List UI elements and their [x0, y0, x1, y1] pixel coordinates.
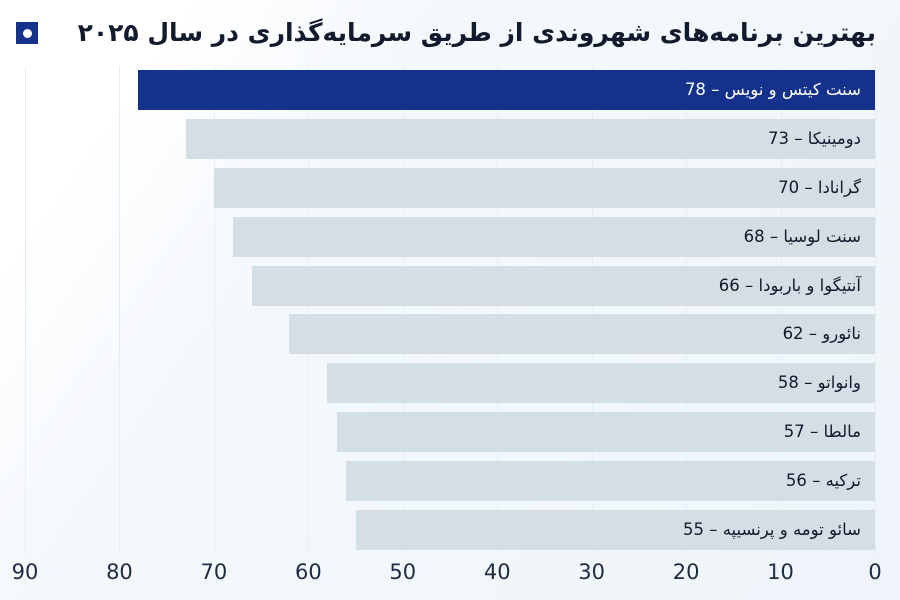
x-axis-tick: 80	[106, 560, 133, 584]
bar-label: گرانادا – 70	[778, 177, 861, 197]
chart-bar-row[interactable]: سنت کیتس و نویس – 78	[0, 70, 900, 111]
bar-label: آنتیگوا و باربودا – 66	[718, 275, 861, 295]
gridline	[119, 66, 121, 554]
gridline	[497, 66, 499, 554]
chart-bar[interactable]: نائورو – 62	[289, 314, 875, 355]
x-axis-tick: 10	[767, 560, 794, 584]
square-dot-logo-icon	[16, 22, 38, 44]
gridline	[213, 66, 215, 554]
bar-label: سائو تومه و پرنسیپه – 55	[682, 519, 861, 539]
x-axis-tick: 30	[578, 560, 606, 584]
bar-label: نائورو – 62	[782, 324, 861, 344]
gridline	[591, 66, 593, 554]
chart-bar[interactable]: وانواتو – 58	[327, 363, 875, 404]
logo-dot	[22, 28, 32, 38]
bar-label: دومینیکا – 73	[768, 128, 861, 148]
chart-bar-row[interactable]: مالطا – 57	[0, 412, 900, 452]
gridline	[308, 66, 310, 554]
x-axis: 90 80 70 60 50 40 30 20 10 0	[0, 554, 900, 600]
bar-label: سنت لوسیا – 68	[743, 226, 861, 246]
chart-bar-row[interactable]: ترکیه – 56	[0, 460, 900, 501]
chart-bar-row[interactable]: وانواتو – 58	[0, 363, 900, 404]
x-axis-tick: 0	[868, 560, 882, 584]
plot-area: سنت کیتس و نویس – 78 دومینیکا – 73 گرانادا…	[0, 66, 900, 554]
page-title: بهترین برنامه‌های شهروندی از طریق سرمایه…	[77, 18, 876, 47]
chart-bar[interactable]: سنت لوسیا – 68	[232, 216, 875, 257]
chart-bar[interactable]: ترکیه – 56	[346, 460, 875, 501]
x-axis-tick: 90	[11, 560, 39, 584]
bar-label: سنت کیتس و نویس – 78	[684, 80, 861, 100]
chart-bar-row[interactable]: سنت لوسیا – 68	[0, 216, 900, 257]
gridline	[780, 66, 782, 554]
gridline	[686, 66, 688, 554]
bar-label: مالطا – 57	[783, 421, 861, 441]
x-axis-tick: 20	[672, 560, 700, 584]
chart-bar[interactable]: مالطا – 57	[336, 412, 875, 452]
x-axis-tick: 50	[389, 560, 417, 584]
chart-bar-row[interactable]: گرانادا – 70	[0, 168, 900, 208]
chart-bar-row[interactable]: آنتیگوا و باربودا – 66	[0, 265, 900, 306]
gridline	[25, 66, 26, 554]
gridline	[875, 66, 876, 554]
chart-header: بهترین برنامه‌های شهروندی از طریق سرمایه…	[0, 0, 900, 66]
chart-bar[interactable]: آنتیگوا و باربودا – 66	[251, 265, 875, 306]
x-axis-tick: 40	[483, 560, 511, 584]
bar-label: ترکیه – 56	[785, 470, 861, 490]
chart-bar-row[interactable]: نائورو – 62	[0, 314, 900, 355]
chart-bar[interactable]: سنت کیتس و نویس – 78	[138, 70, 875, 111]
bar-label: وانواتو – 58	[777, 372, 861, 392]
x-axis-tick: 70	[200, 560, 228, 584]
chart-bar-row[interactable]: سائو تومه و پرنسیپه – 55	[0, 509, 900, 550]
chart-bar[interactable]: دومینیکا – 73	[185, 119, 875, 160]
chart-bar-row[interactable]: دومینیکا – 73	[0, 119, 900, 160]
chart-bar[interactable]: گرانادا – 70	[213, 168, 875, 208]
x-axis-tick: 60	[294, 560, 322, 584]
chart-bar[interactable]: سائو تومه و پرنسیپه – 55	[355, 509, 875, 550]
gridline	[402, 66, 404, 554]
